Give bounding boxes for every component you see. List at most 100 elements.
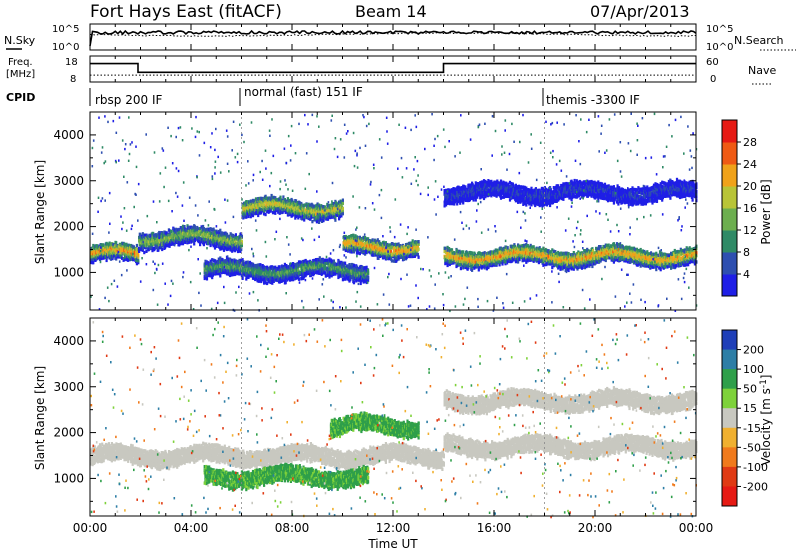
- range-time-cell: [264, 212, 267, 217]
- freq-tick-top: 18: [65, 57, 78, 68]
- range-time-cell: [255, 205, 258, 209]
- range-time-cell: [258, 205, 261, 210]
- range-time-cell: [240, 243, 243, 247]
- range-time-cell: [276, 207, 279, 211]
- range-time-cell: [181, 224, 185, 229]
- range-time-cell: [116, 248, 119, 253]
- range-time-cell: [310, 205, 313, 209]
- range-time-cell: [212, 237, 215, 242]
- range-time-cell: [311, 219, 314, 224]
- range-time-cell: [249, 214, 252, 219]
- freq-tick-bottom: 8: [70, 74, 76, 85]
- range-time-cell: [107, 243, 110, 247]
- range-time-cell: [198, 239, 201, 244]
- range-time-cell: [188, 226, 191, 230]
- range-time-cell: [248, 203, 251, 207]
- range-time-cell: [259, 203, 262, 208]
- range-time-cell: [318, 220, 321, 224]
- range-time-cell: [147, 247, 150, 252]
- range-time-cell: [209, 227, 212, 231]
- range-time-cell: [417, 247, 420, 251]
- range-time-cell: [143, 237, 146, 242]
- range-time-cell: [244, 212, 247, 217]
- range-time-cell: [352, 244, 355, 249]
- range-time-cell: [218, 231, 221, 235]
- nsearch-label: N.Search: [734, 34, 784, 47]
- range-time-cell: [152, 231, 155, 236]
- range-time-cell: [98, 244, 101, 248]
- range-time-cell: [213, 233, 216, 237]
- range-time-cell: [357, 251, 360, 255]
- range-time-cell: [148, 244, 151, 248]
- range-time-cell: [157, 246, 160, 250]
- range-time-cell: [300, 212, 303, 216]
- range-time-cell: [286, 197, 289, 201]
- range-time-cell: [125, 257, 128, 262]
- cpid-segment-3: themis -3300 IF: [546, 93, 640, 107]
- range-time-cell: [324, 210, 327, 215]
- range-time-cell: [187, 240, 191, 244]
- nave-tick-bottom: 0: [710, 74, 716, 85]
- range-time-cell: [238, 234, 241, 239]
- range-time-cell: [675, 263, 678, 267]
- range-time-cell: [132, 248, 135, 253]
- range-time-cell: [138, 247, 141, 252]
- range-time-cell: [190, 234, 193, 238]
- range-time-cell: [106, 242, 109, 246]
- range-time-cell: [120, 249, 123, 253]
- range-time-cell: [178, 227, 181, 232]
- range-time-cell: [322, 218, 325, 223]
- range-time-cell: [194, 237, 197, 241]
- range-time-cell: [295, 214, 298, 219]
- range-time-cell: [139, 233, 142, 237]
- range-time-cell: [237, 240, 240, 244]
- range-time-cell: [242, 215, 245, 219]
- cpid-segment-2: normal (fast) 151 IF: [244, 85, 363, 99]
- cpid-segment-1: rbsp 200 IF: [95, 93, 162, 107]
- range-time-cell: [137, 253, 140, 257]
- range-time-cell: [209, 240, 212, 244]
- range-time-cell: [242, 203, 245, 208]
- range-time-cell: [301, 214, 304, 218]
- range-time-cell: [111, 249, 114, 253]
- range-time-cell: [156, 237, 159, 241]
- range-time-cell: [364, 252, 367, 256]
- range-time-cell: [367, 237, 370, 241]
- range-time-cell: [354, 234, 357, 238]
- range-time-cell: [271, 200, 275, 204]
- range-time-cell: [255, 209, 258, 213]
- range-time-cell: [211, 227, 214, 232]
- range-time-cell: [161, 242, 164, 247]
- range-time-cell: [230, 235, 233, 239]
- range-time-cell: [245, 200, 248, 204]
- range-time-cell: [361, 240, 364, 245]
- range-time-cell: [325, 215, 328, 219]
- range-time-cell: [346, 236, 349, 240]
- range-time-cell: [191, 236, 194, 240]
- range-time-cell: [162, 241, 165, 245]
- range-time-cell: [338, 200, 341, 204]
- range-time-cell: [254, 197, 258, 201]
- range-time-cell: [145, 249, 148, 253]
- cpid-label: CPID: [6, 91, 35, 104]
- range-time-cell: [376, 253, 379, 258]
- range-time-cell: [373, 243, 376, 247]
- range-time-cell: [338, 217, 341, 221]
- range-time-cell: [219, 228, 222, 233]
- range-time-cell: [138, 249, 141, 253]
- range-time-cell: [352, 233, 355, 237]
- range-time-cell: [174, 230, 177, 234]
- range-time-cell: [162, 234, 165, 239]
- range-time-cell: [233, 247, 236, 251]
- range-time-cell: [216, 231, 219, 235]
- range-time-cell: [310, 211, 313, 215]
- range-time-cell: [291, 199, 294, 203]
- range-time-cell: [284, 199, 287, 203]
- range-time-cell: [263, 212, 266, 216]
- range-time-cell: [289, 212, 292, 217]
- range-time-cell: [199, 227, 202, 231]
- range-time-cell: [125, 253, 128, 257]
- range-time-cell: [148, 237, 151, 242]
- range-time-cell: [184, 234, 188, 238]
- range-time-cell: [477, 268, 480, 272]
